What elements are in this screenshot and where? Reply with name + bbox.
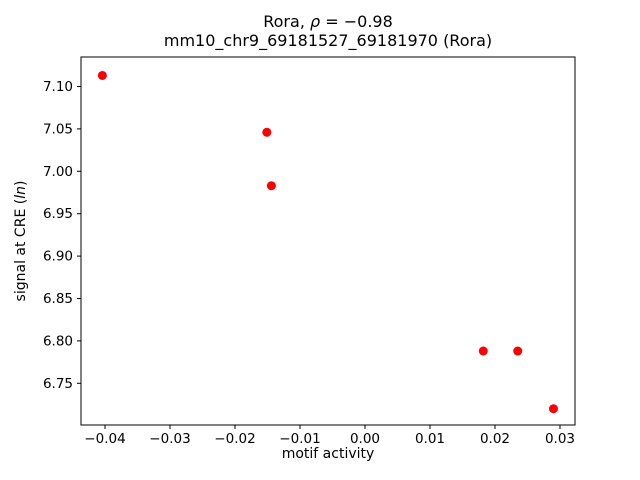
axes-spines [80,56,576,426]
x-tick-label: −0.01 [279,431,320,447]
chart-title-correlation: = −0.98 [320,12,393,31]
data-point [266,181,276,191]
chart-title-prefix: Rora, [263,12,310,31]
chart-subtitle: mm10_chr9_69181527_69181970 (Rora) [163,31,493,50]
data-point [478,346,488,356]
data-point [548,404,558,414]
y-tick-label: 7.10 [43,79,73,95]
y-axis-label: signal at CRE (ln) [13,181,29,302]
x-tick-label: 0.02 [480,431,510,447]
y-tick-label: 6.85 [43,291,73,307]
y-axis-label-prefix: signal at CRE ( [13,198,29,302]
y-tick-label: 6.75 [43,376,73,392]
rho-symbol: ρ [309,12,321,31]
data-point [513,346,523,356]
x-tick-label: −0.03 [149,431,190,447]
x-tick-label: 0.00 [350,431,380,447]
x-tick-label: 0.03 [545,431,575,447]
x-axis-label: motif activity [281,446,375,462]
data-point [97,70,107,80]
y-tick-label: 6.90 [43,249,73,265]
y-axis-label-ln: ln [13,186,29,199]
x-tick-label: −0.04 [84,431,125,447]
x-tick-label: −0.02 [214,431,255,447]
y-tick-label: 7.05 [43,121,73,137]
y-axis-label-suffix: ) [13,180,29,187]
chart-title: Rora, ρ = −0.98 [263,12,393,31]
y-tick-label: 7.00 [43,164,73,180]
x-tick-label: 0.01 [415,431,445,447]
y-tick-label: 6.80 [43,333,73,349]
y-tick-label: 6.95 [43,206,73,222]
data-point [262,127,272,137]
